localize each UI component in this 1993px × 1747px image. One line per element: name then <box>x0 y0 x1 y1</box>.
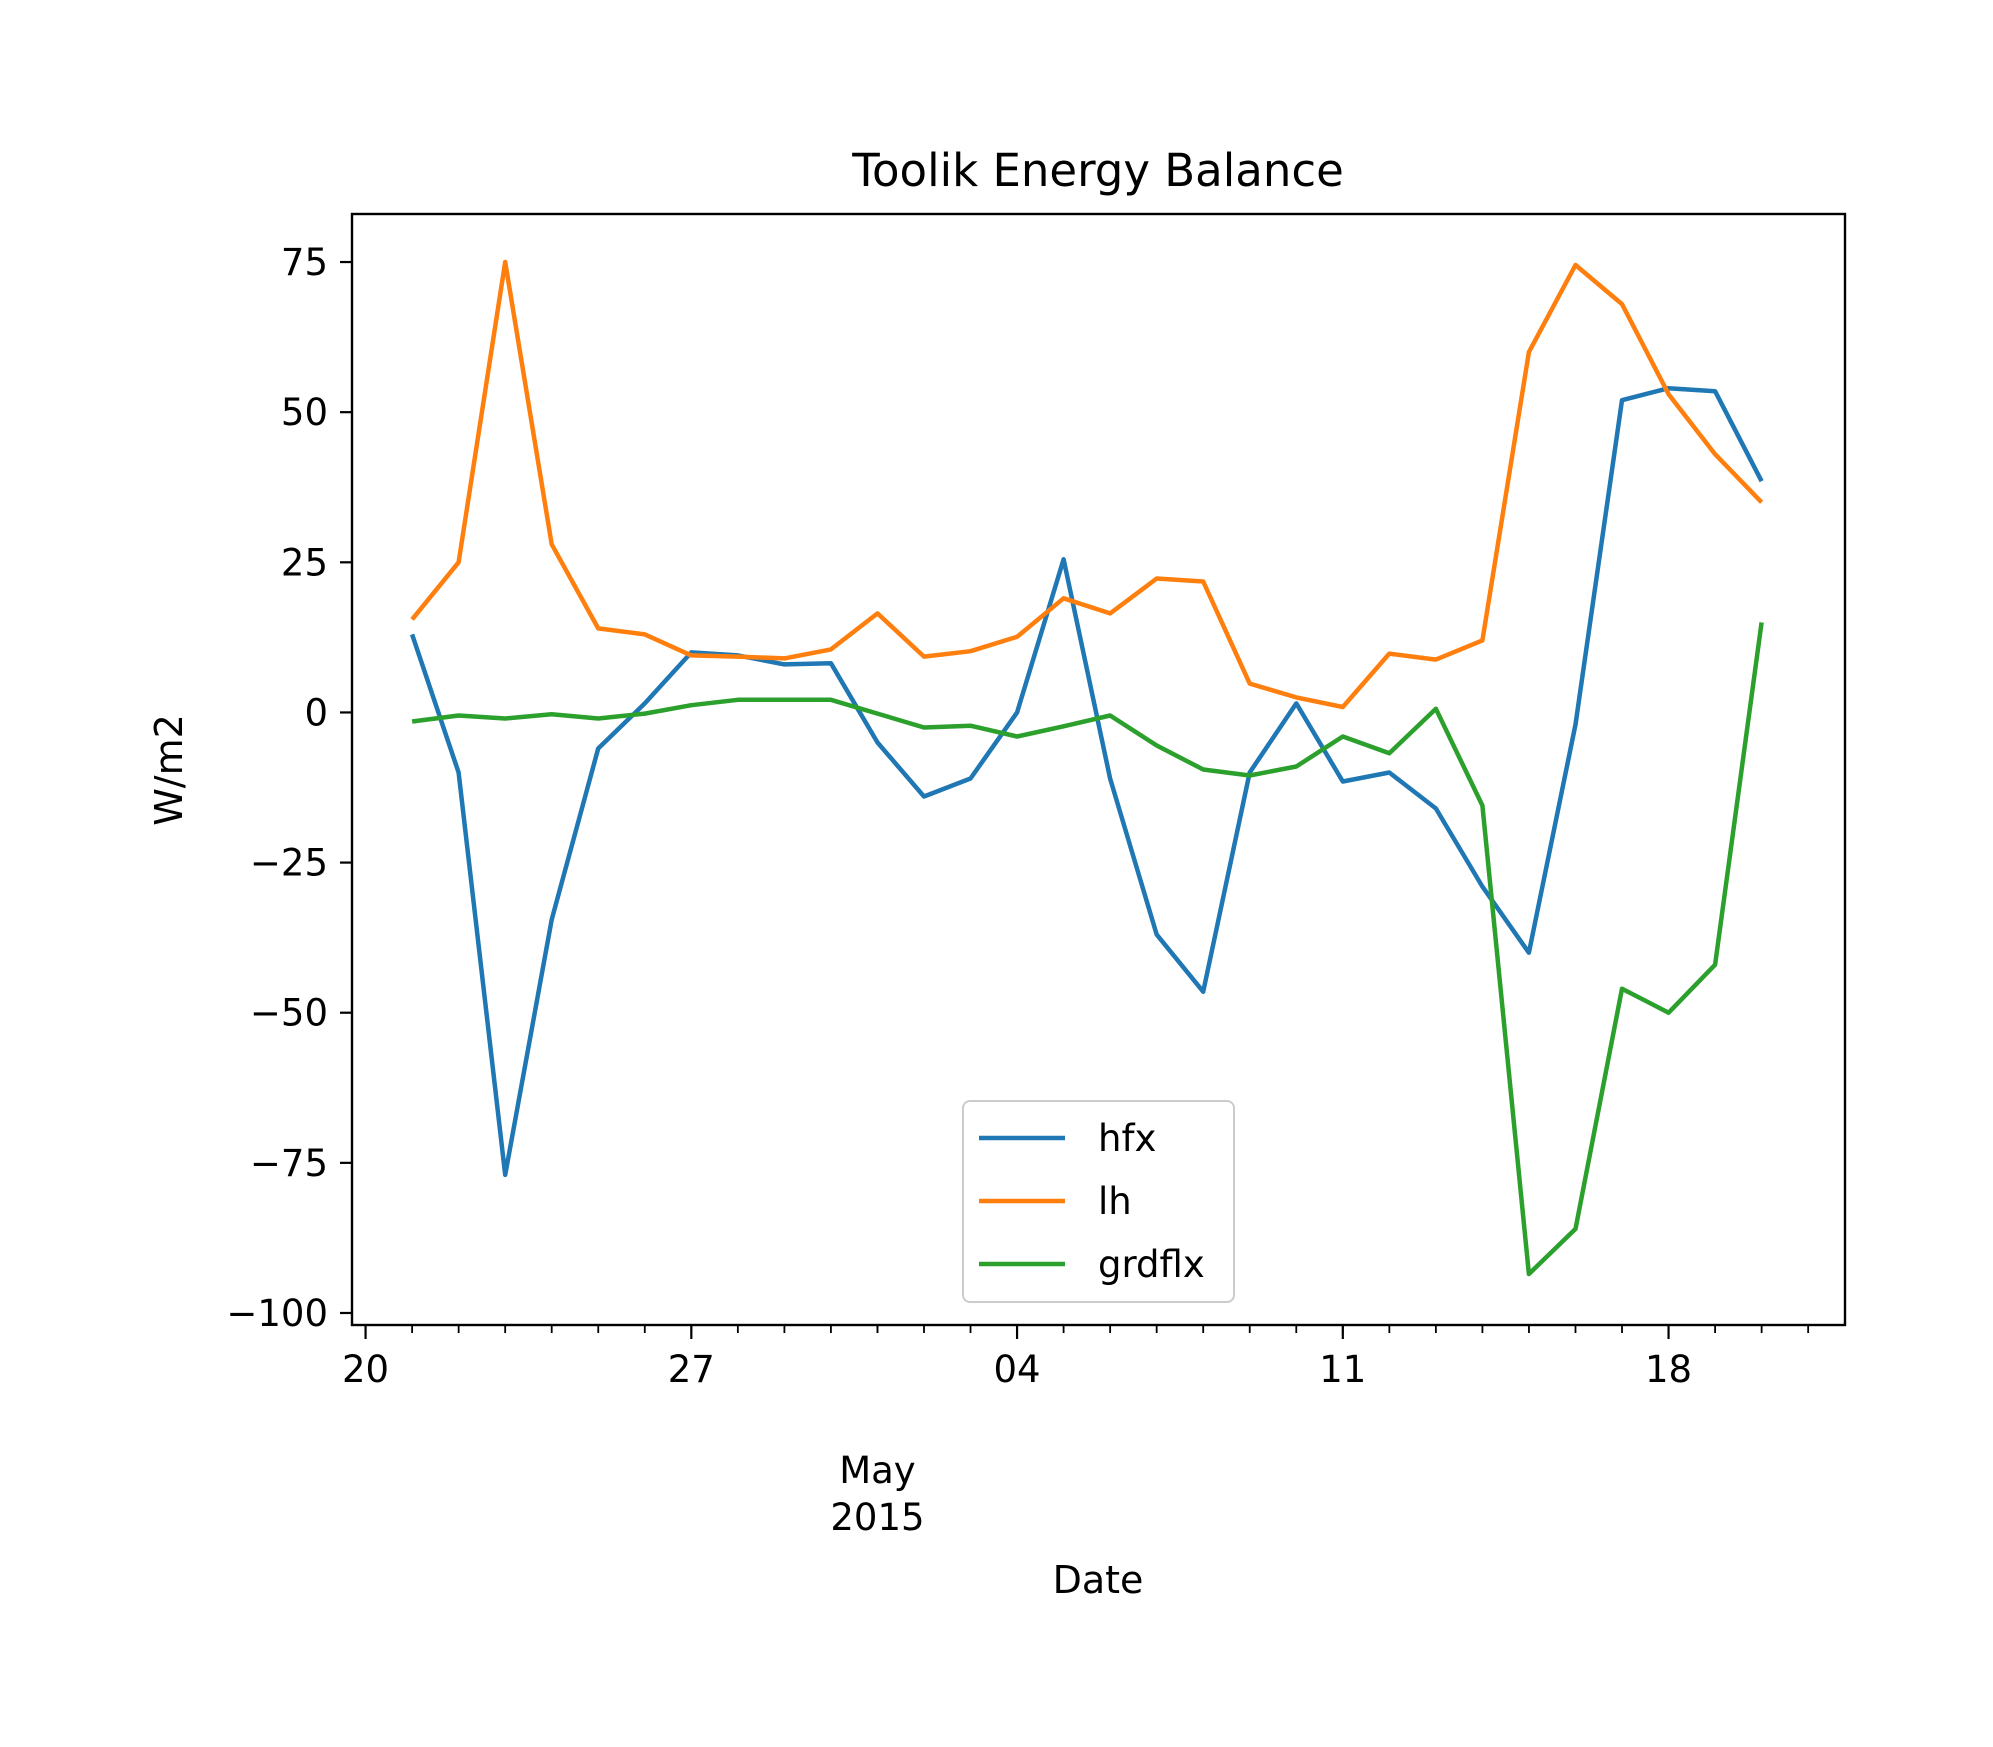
x-axis-label: Date <box>1053 1558 1144 1602</box>
legend-label-hfx: hfx <box>1098 1117 1156 1160</box>
x-tick-label: 20 <box>342 1348 389 1391</box>
y-tick-label: 25 <box>281 541 328 584</box>
chart-title: Toolik Energy Balance <box>851 144 1344 197</box>
y-axis-label: W/m2 <box>147 714 191 826</box>
y-tick-label: −25 <box>250 842 328 885</box>
y-tick-label: 0 <box>304 691 328 734</box>
x-secondary-label: 2015 <box>830 1496 924 1539</box>
series-layer <box>409 259 1764 1277</box>
legend-box <box>962 1100 1235 1303</box>
x-tick-label: 27 <box>668 1348 715 1391</box>
y-axis: 75 50 25 0 −25 −50 −75 −100 <box>226 241 352 1335</box>
plot-frame <box>350 212 1847 1327</box>
x-tick-label: 18 <box>1645 1348 1692 1391</box>
x-tick-label: 11 <box>1319 1348 1366 1391</box>
legend-label-grdflx: grdflx <box>1098 1243 1205 1286</box>
y-tick-label: 75 <box>281 241 328 284</box>
x-secondary-label: May <box>839 1449 916 1492</box>
legend: hfx lh grdflx <box>962 1100 1235 1303</box>
legend-label-lh: lh <box>1098 1180 1132 1223</box>
y-tick-label: 50 <box>281 391 328 434</box>
y-tick-label: −100 <box>226 1292 328 1335</box>
y-tick-label: −75 <box>250 1142 328 1185</box>
y-tick-label: −50 <box>250 992 328 1035</box>
x-tick-label: 04 <box>994 1348 1041 1391</box>
series-line-hfx <box>409 385 1764 1178</box>
series-line-lh <box>410 259 1764 710</box>
series-line-grdflx <box>411 622 1764 1277</box>
